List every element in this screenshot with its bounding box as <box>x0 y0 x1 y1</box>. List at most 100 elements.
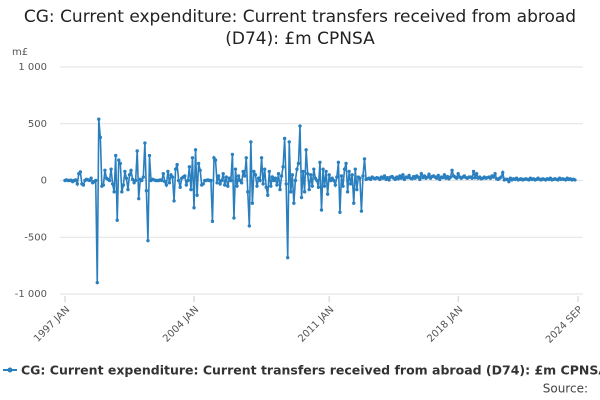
x-tick-label: 2004 JAN <box>161 304 201 344</box>
point <box>339 174 344 178</box>
point <box>215 181 219 185</box>
point <box>292 201 296 205</box>
point <box>264 185 268 190</box>
point <box>335 175 339 179</box>
point <box>305 171 310 176</box>
point <box>289 190 293 194</box>
point <box>173 167 178 171</box>
point <box>419 171 424 176</box>
point <box>120 190 124 194</box>
point <box>78 170 83 174</box>
point <box>216 174 221 178</box>
point <box>358 176 362 180</box>
point <box>355 187 359 192</box>
point <box>198 168 202 172</box>
point <box>573 178 577 182</box>
point <box>236 174 241 178</box>
point <box>345 190 350 194</box>
point <box>113 153 118 158</box>
point <box>448 175 453 179</box>
point <box>133 178 138 183</box>
point <box>137 196 141 201</box>
source: Source: <box>543 382 588 396</box>
point <box>195 193 199 197</box>
point <box>425 175 430 179</box>
point <box>474 171 479 176</box>
point <box>266 193 270 197</box>
point <box>427 172 431 176</box>
point <box>279 174 284 178</box>
point <box>118 161 122 166</box>
point <box>103 168 107 172</box>
point <box>175 162 179 167</box>
point <box>233 167 238 171</box>
point <box>255 184 259 188</box>
point <box>456 171 460 176</box>
point <box>322 184 327 188</box>
point <box>123 169 127 174</box>
point <box>336 160 341 165</box>
point <box>310 184 314 188</box>
point <box>281 165 285 169</box>
x-tick-label: 2024 SEP <box>544 304 585 345</box>
point <box>318 160 322 165</box>
point <box>259 156 264 160</box>
point <box>399 176 404 180</box>
point <box>164 183 169 187</box>
point <box>362 157 367 161</box>
point <box>115 218 119 222</box>
point <box>178 185 182 190</box>
point <box>284 182 288 186</box>
point <box>267 169 271 174</box>
point <box>239 181 244 185</box>
point <box>81 183 86 187</box>
point <box>112 190 116 194</box>
point <box>418 177 422 182</box>
point <box>219 178 224 183</box>
point <box>243 174 247 178</box>
point <box>342 167 347 171</box>
point <box>223 183 227 187</box>
point <box>95 280 99 285</box>
point <box>275 183 279 187</box>
point <box>232 216 236 220</box>
point <box>321 167 325 171</box>
point <box>282 136 287 141</box>
point <box>347 169 351 174</box>
point <box>454 176 459 180</box>
point <box>341 184 345 188</box>
point <box>196 161 201 166</box>
point <box>491 175 496 179</box>
point <box>441 175 445 180</box>
point <box>110 182 115 186</box>
point <box>144 189 149 193</box>
y-tick-label: -500 <box>24 232 47 243</box>
point <box>190 156 195 160</box>
point <box>101 183 106 187</box>
legend-marker <box>7 367 13 373</box>
point <box>353 167 357 171</box>
point <box>312 167 316 171</box>
point <box>117 158 121 162</box>
point <box>97 117 101 121</box>
point <box>333 183 338 187</box>
point <box>250 201 255 205</box>
point <box>161 171 165 176</box>
point <box>193 148 198 152</box>
point <box>350 173 354 177</box>
point <box>278 187 282 192</box>
point <box>436 173 440 178</box>
y-tick-label: 0 <box>41 176 47 187</box>
point <box>287 140 291 144</box>
legend-label: CG: Current expenditure: Current transfe… <box>21 363 600 378</box>
point <box>276 171 281 176</box>
point <box>244 156 248 160</box>
x-tick-label: 1997 JAN <box>32 304 72 344</box>
series-line <box>64 119 576 283</box>
point <box>186 178 190 183</box>
point <box>293 178 298 183</box>
point <box>315 178 319 183</box>
point <box>235 184 239 188</box>
x-tick-label: 2011 JAN <box>296 304 336 344</box>
point <box>89 176 93 180</box>
